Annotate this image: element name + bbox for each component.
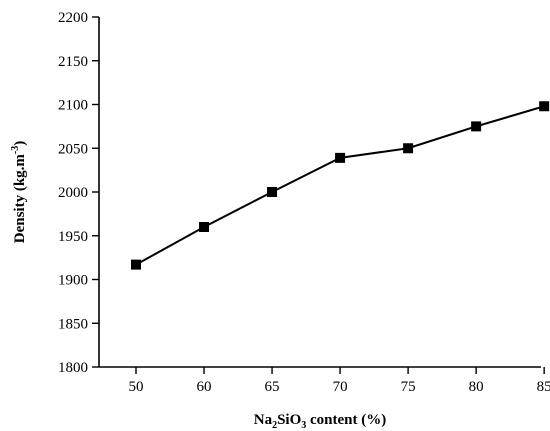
y-tick-label-4: 2000 <box>58 185 88 201</box>
y-tick-label-1: 1850 <box>58 316 88 332</box>
x-axis-label-part-3: 3 <box>301 420 306 431</box>
data-point-5 <box>471 121 482 132</box>
y-ticks: 1800 1850 1900 1950 2000 2050 2100 2150 2200 <box>58 10 99 376</box>
x-tick-label-1: 60 <box>197 379 212 395</box>
data-point-0 <box>131 259 141 270</box>
data-point-1 <box>199 222 210 232</box>
x-tick-label-0: 50 <box>129 379 144 395</box>
data-point-2 <box>267 187 278 197</box>
axes <box>98 17 541 368</box>
y-tick-label-7: 2150 <box>58 54 88 70</box>
x-axis-label-part-2: SiO <box>277 412 301 428</box>
series-line-0 <box>135 105 545 266</box>
y-axis-label-part-0: Density (kg.m <box>12 154 28 244</box>
x-tick-label-4: 75 <box>401 379 416 395</box>
y-axis-label: Density (kg.m-3) <box>10 141 28 244</box>
x-tick-label-3: 70 <box>333 379 348 395</box>
y-axis-label-part-1: -3 <box>10 146 21 154</box>
y-tick-label-8: 2200 <box>58 10 88 26</box>
x-tick-label-2: 65 <box>265 379 280 395</box>
y-tick-label-5: 2050 <box>58 141 88 157</box>
y-tick-label-3: 1950 <box>58 229 88 245</box>
x-axis-label-part-1: 2 <box>272 420 277 431</box>
data-point-6 <box>539 101 550 112</box>
x-axis-label: Na2SiO3 content (%) <box>254 412 387 431</box>
axis-labels: Na2SiO3 content (%) Density (kg.m-3) <box>10 141 386 431</box>
data-point-3 <box>335 152 346 163</box>
y-tick-label-0: 1800 <box>58 360 88 376</box>
data-point-4 <box>403 143 414 154</box>
y-tick-label-6: 2100 <box>58 98 88 114</box>
x-tick-label-5: 80 <box>469 379 484 395</box>
x-ticks: 50 60 65 70 75 80 85 <box>129 367 550 395</box>
x-axis-label-part-0: Na <box>254 412 273 428</box>
y-axis-label-part-2: ) <box>12 141 28 146</box>
y-tick-label-2: 1900 <box>58 273 88 289</box>
x-tick-label-6: 85 <box>537 379 550 395</box>
x-axis-label-part-4: content (%) <box>306 412 386 428</box>
series-group <box>131 101 550 270</box>
